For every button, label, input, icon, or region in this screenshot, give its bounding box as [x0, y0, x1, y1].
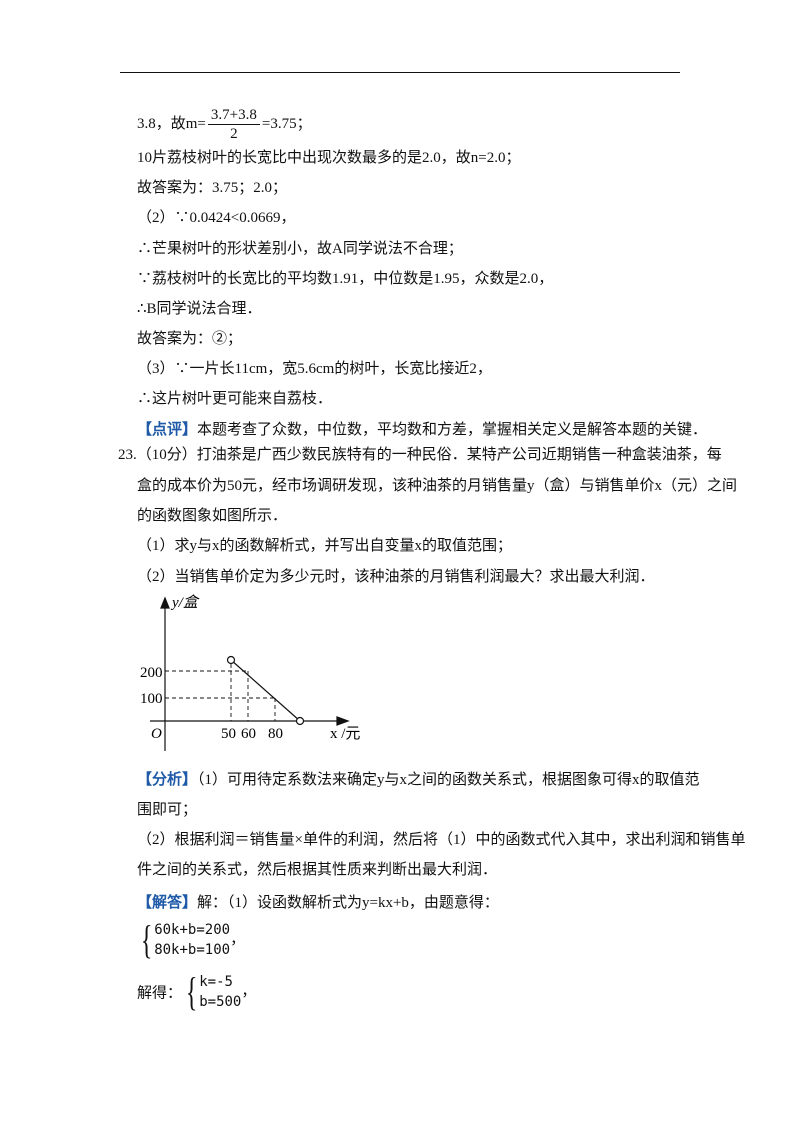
- text: 的函数图象如图所示．: [137, 508, 288, 524]
- y-axis-label: y/盒: [170, 594, 200, 611]
- line: ∴B同学说法合理．: [137, 299, 262, 319]
- line: 10片荔枝树叶的长宽比中出现次数最多的是2.0，故n=2.0；: [137, 148, 520, 168]
- y-tick-label: 100: [140, 691, 163, 707]
- line: 3.8，故m= 3.7+3.8 2 =3.75；: [137, 106, 312, 143]
- text: 故答案为：3.75；2.0；: [137, 180, 288, 196]
- text: （2）∵0.0424<0.0669，: [137, 210, 296, 226]
- equation: 80k+b=100: [154, 942, 231, 958]
- line: （2）当销售单价定为多少元时，该种油茶的月销售利润最大？求出最大利润．: [137, 567, 655, 587]
- tag: 【点评】: [137, 422, 198, 438]
- origin-label: O: [151, 726, 162, 742]
- x-tick-label: 80: [268, 726, 283, 742]
- text: 解：（1）设函数解析式为y=kx+b，由题意得：: [197, 895, 499, 911]
- text: ∴这片树叶更可能来自荔枝．: [137, 391, 333, 407]
- text: （1）求y与x的函数解析式，并写出自变量x的取值范围；: [137, 538, 513, 554]
- x-axis-label: x /元: [330, 726, 360, 742]
- x-tick-label: 60: [241, 726, 256, 742]
- text: 解得：: [137, 985, 183, 1002]
- line: （3）∵一片长11cm，宽5.6cm的树叶，长宽比接近2，: [137, 359, 492, 379]
- text: 围即可；: [137, 802, 198, 818]
- text: ∴B同学说法合理．: [137, 301, 262, 317]
- tag: 【分析】: [137, 772, 198, 788]
- solution: 解得：{k=-5 b=500，: [137, 969, 257, 1014]
- text: （2）根据利润＝销售量×单件的利润，然后将（1）中的函数式代入其中，求出利润和销…: [137, 832, 746, 848]
- equation: k=-5: [199, 974, 233, 990]
- text: （3）∵一片长11cm，宽5.6cm的树叶，长宽比接近2，: [137, 361, 492, 377]
- line: （2）根据利润＝销售量×单件的利润，然后将（1）中的函数式代入其中，求出利润和销…: [137, 830, 745, 850]
- equation: b=500: [199, 994, 242, 1010]
- text: ∴芒果树叶的形状差别小，故A同学说法不合理；: [137, 241, 463, 257]
- tag: 【解答】: [137, 895, 198, 911]
- text: 件之间的关系式，然后根据其性质来判断出最大利润．: [137, 862, 498, 878]
- line: 盒的成本价为50元，经市场调研发现，该种油茶的月销售量y（盒）与销售单价x（元）…: [137, 476, 737, 496]
- line: ∴这片树叶更可能来自荔枝．: [137, 389, 332, 409]
- line: 故答案为：②；: [137, 329, 242, 349]
- text: 故答案为：②；: [137, 331, 243, 347]
- line: （2）∵0.0424<0.0669，: [137, 208, 295, 228]
- equation: 60k+b=200: [154, 922, 231, 938]
- equation-system: {60k+b=200 80k+b=100，: [140, 917, 246, 962]
- line: ∴芒果树叶的形状差别小，故A同学说法不合理；: [137, 239, 463, 259]
- line: ∵荔枝树叶的长宽比的平均数1.91，中位数是1.95，众数是2.0，: [137, 269, 553, 289]
- line: 【分析】（1）可用待定系数法来确定y与x之间的函数关系式，根据图象可得x的取值范: [137, 770, 700, 790]
- line: 围即可；: [137, 800, 197, 820]
- text: 23.（10分）打油茶是广西少数民族特有的一种民俗．某特产公司近期销售一种盒装油…: [118, 447, 722, 463]
- text: =3.75；: [261, 115, 312, 132]
- text: ，: [241, 983, 257, 1000]
- line: （1）求y与x的函数解析式，并写出自变量x的取值范围；: [137, 536, 512, 556]
- denominator: 2: [230, 126, 238, 142]
- function-graph: y/盒 200 100 O 50 60 80 x /元: [140, 594, 360, 751]
- text: 盒的成本价为50元，经市场调研发现，该种油茶的月销售量y（盒）与销售单价x（元）…: [137, 478, 738, 494]
- numerator: 3.7+3.8: [207, 106, 260, 125]
- text: （2）当销售单价定为多少元时，该种油茶的月销售利润最大？求出最大利润．: [137, 569, 655, 585]
- y-tick-label: 200: [140, 665, 163, 681]
- text: 10片荔枝树叶的长宽比中出现次数最多的是2.0，故n=2.0；: [137, 150, 521, 166]
- line: 件之间的关系式，然后根据其性质来判断出最大利润．: [137, 860, 497, 880]
- text: （1）可用待定系数法来确定y与x之间的函数关系式，根据图象可得x的取值范: [197, 772, 700, 788]
- line: 23.（10分）打油茶是广西少数民族特有的一种民俗．某特产公司近期销售一种盒装油…: [118, 445, 722, 465]
- text: ∵荔枝树叶的长宽比的平均数1.91，中位数是1.95，众数是2.0，: [137, 271, 554, 287]
- review: 【点评】本题考查了众数，中位数，平均数和方差，掌握相关定义是解答本题的关键．: [137, 420, 707, 440]
- fraction: 3.7+3.8 2: [207, 106, 260, 143]
- line: 的函数图象如图所示．: [137, 506, 287, 526]
- line: 故答案为：3.75；2.0；: [137, 178, 287, 198]
- x-tick-label: 50: [221, 726, 236, 742]
- answer: 【解答】解：（1）设函数解析式为y=kx+b，由题意得：: [137, 893, 499, 913]
- text: ，: [230, 931, 246, 948]
- text: 3.8，故m=: [137, 115, 206, 132]
- text: 本题考查了众数，中位数，平均数和方差，掌握相关定义是解答本题的关键．: [197, 422, 708, 438]
- top-rule: [120, 72, 680, 73]
